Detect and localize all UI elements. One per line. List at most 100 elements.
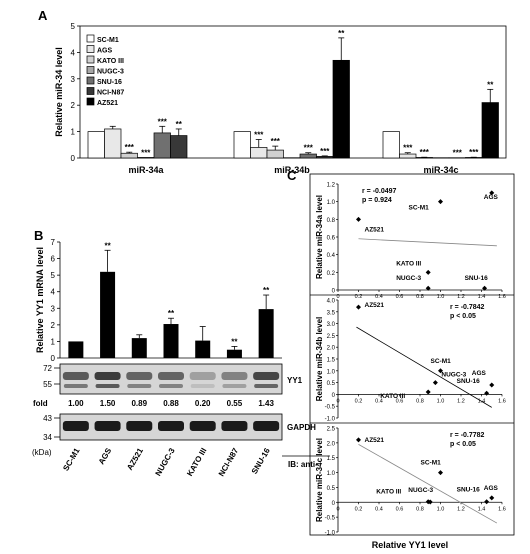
yy1-band-secondary — [159, 384, 183, 388]
legend-swatch — [86, 34, 95, 43]
lane-label: SC-M1 — [61, 446, 82, 473]
y-tick-label: 1.5 — [327, 358, 336, 364]
x-tick-label: 0 — [336, 506, 339, 512]
y-tick-label: 3 — [71, 75, 76, 84]
panel-label-b: B — [34, 228, 43, 243]
x-tick-label: 1.6 — [498, 506, 506, 512]
legend-swatch — [86, 76, 95, 85]
data-point — [356, 437, 361, 443]
significance-label: ** — [104, 241, 111, 250]
point-label: AGS — [484, 485, 499, 492]
bar — [481, 102, 499, 159]
y-tick-label: 2.0 — [327, 346, 336, 352]
stat-label: p < 0.05 — [450, 441, 476, 448]
y-tick-label: 3 — [51, 304, 56, 313]
y-tick-label: 0 — [332, 501, 336, 507]
y-tick-label: 1.0 — [327, 369, 336, 375]
yy1-band-secondary — [190, 384, 215, 388]
legend-label: NUGC-3 — [97, 69, 124, 76]
stat-label: p < 0.05 — [450, 313, 476, 320]
data-point — [432, 380, 438, 386]
fold-value: 0.88 — [163, 399, 179, 408]
point-label: AZ521 — [365, 437, 385, 444]
y-tick-label: 1.0 — [327, 471, 336, 477]
y-tick-label: 4 — [71, 48, 76, 57]
fold-value: 0.55 — [227, 399, 243, 408]
y-tick-label: 3.0 — [327, 322, 336, 328]
yy1-band-secondary — [254, 384, 279, 388]
y-tick-label: 5 — [71, 22, 76, 31]
y-tick-label: 1.2 — [327, 183, 336, 189]
x-tick-label: 1.4 — [478, 294, 486, 300]
x-tick-label: 1.4 — [478, 506, 486, 512]
significance-label: *** — [420, 148, 430, 157]
significance-label: *** — [304, 144, 314, 153]
y-tick-label: -1.0 — [325, 417, 336, 423]
data-point — [484, 499, 490, 505]
yy1-band — [126, 372, 153, 380]
bar — [153, 132, 171, 159]
x-tick-label: 0.4 — [375, 398, 383, 404]
significance-label: *** — [469, 148, 479, 157]
lane-label: NUGC-3 — [154, 446, 177, 478]
data-point — [438, 199, 443, 205]
data-point — [427, 499, 433, 505]
mw-marker: 72 — [43, 364, 52, 373]
y-tick-label: -0.5 — [325, 405, 336, 411]
stat-label: r = -0.0497 — [362, 188, 397, 195]
point-label: SNU-16 — [465, 275, 489, 282]
data-point — [425, 285, 431, 291]
legend-swatch — [86, 55, 95, 64]
y-tick-label: 7 — [51, 238, 56, 247]
point-label: SC-M1 — [421, 460, 442, 467]
point-label: AZ521 — [365, 302, 385, 309]
y-tick-label: 0 — [51, 354, 56, 363]
x-tick-label: 0.8 — [416, 506, 424, 512]
y-tick-label: 0.4 — [327, 253, 336, 259]
point-label: SNU-16 — [457, 378, 481, 385]
significance-label: *** — [271, 137, 281, 146]
mw-marker: 34 — [43, 433, 52, 442]
significance-label: ** — [487, 80, 494, 89]
bar — [266, 149, 284, 159]
y-tick-label: 1.0 — [327, 200, 336, 206]
y-tick-label: 2 — [51, 321, 56, 330]
legend-label: NCI-N87 — [97, 90, 124, 97]
point-label: KATO III — [376, 489, 401, 496]
significance-label: ** — [338, 29, 345, 38]
x-tick-label: 0.6 — [396, 506, 404, 512]
yy1-band — [221, 372, 248, 380]
significance-label: ** — [176, 120, 183, 129]
y-axis-label: Relative YY1 mRNA level — [35, 247, 45, 353]
lane-label: AZ521 — [125, 446, 145, 472]
y-tick-label: 0 — [332, 393, 336, 399]
legend-label: SNU-16 — [97, 79, 122, 86]
significance-label: ** — [231, 337, 238, 346]
significance-label: *** — [141, 148, 151, 157]
gapdh-band — [158, 421, 184, 431]
y-tick-label: 3.5 — [327, 310, 336, 316]
y-axis-label: Relative miR-34a level — [315, 195, 324, 279]
bar — [120, 152, 138, 159]
x-tick-label: 0.2 — [355, 294, 363, 300]
point-label: SNU-16 — [457, 487, 481, 494]
stat-label: r = -0.7782 — [450, 432, 485, 439]
data-point — [489, 382, 495, 388]
gapdh-band — [189, 421, 216, 431]
y-tick-label: 2 — [71, 101, 76, 110]
bar — [258, 309, 274, 358]
panel-label-a: A — [38, 8, 48, 23]
significance-label: *** — [320, 147, 330, 156]
y-tick-label: 0 — [332, 289, 336, 295]
point-label: SC-M1 — [409, 205, 430, 212]
significance-label: *** — [453, 149, 463, 158]
x-category-label: miR-34b — [274, 165, 310, 175]
significance-label: ** — [168, 309, 175, 318]
mw-marker: 55 — [43, 380, 52, 389]
panel-c-charts: 0 0.2 0.4 0.6 0.8 1.0 1.2 0 0.2 0.4 0.6 0.8 1.0 1.2 1.… — [309, 173, 515, 537]
bar — [87, 131, 105, 159]
panel-label-c: C — [287, 168, 297, 183]
gapdh-band — [253, 421, 280, 431]
x-tick-label: 1.6 — [498, 294, 506, 300]
